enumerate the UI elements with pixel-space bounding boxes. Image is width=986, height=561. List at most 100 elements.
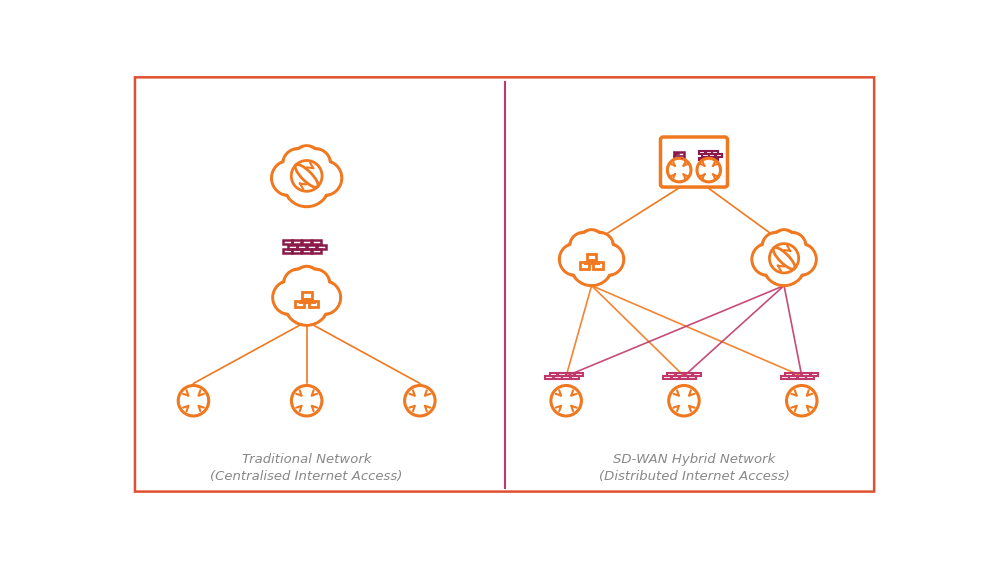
Bar bbox=[706, 158, 712, 160]
Bar bbox=[554, 376, 562, 379]
Circle shape bbox=[292, 385, 321, 416]
Circle shape bbox=[284, 150, 313, 178]
Bar bbox=[674, 151, 684, 160]
Bar bbox=[675, 373, 683, 376]
Bar bbox=[558, 373, 566, 376]
Circle shape bbox=[559, 243, 592, 275]
FancyBboxPatch shape bbox=[661, 137, 728, 187]
Circle shape bbox=[773, 231, 795, 254]
Bar bbox=[283, 241, 292, 244]
Circle shape bbox=[594, 245, 622, 274]
Circle shape bbox=[771, 229, 797, 255]
Circle shape bbox=[787, 385, 817, 416]
Bar bbox=[807, 376, 814, 379]
Bar bbox=[283, 249, 292, 253]
Circle shape bbox=[784, 243, 816, 275]
Circle shape bbox=[572, 245, 611, 284]
Circle shape bbox=[285, 271, 313, 298]
Bar bbox=[307, 245, 317, 249]
Bar bbox=[785, 373, 793, 376]
Bar bbox=[587, 254, 597, 260]
Bar bbox=[781, 376, 789, 379]
Bar bbox=[549, 373, 557, 376]
Bar bbox=[680, 376, 688, 379]
Circle shape bbox=[585, 232, 613, 261]
Circle shape bbox=[309, 162, 340, 194]
Circle shape bbox=[284, 160, 329, 206]
Circle shape bbox=[295, 268, 318, 291]
Bar bbox=[293, 241, 302, 244]
Circle shape bbox=[669, 385, 699, 416]
Circle shape bbox=[293, 146, 320, 173]
Circle shape bbox=[293, 266, 320, 293]
Bar bbox=[562, 376, 570, 379]
Circle shape bbox=[592, 243, 624, 275]
Text: (Centralised Internet Access): (Centralised Internet Access) bbox=[210, 470, 403, 482]
Circle shape bbox=[283, 269, 314, 300]
Circle shape bbox=[579, 229, 604, 255]
Circle shape bbox=[752, 243, 784, 275]
Bar bbox=[716, 154, 722, 157]
Bar bbox=[312, 241, 320, 244]
Bar bbox=[709, 154, 715, 157]
Bar bbox=[798, 376, 806, 379]
Circle shape bbox=[307, 160, 342, 196]
Bar bbox=[668, 373, 675, 376]
Bar bbox=[297, 245, 307, 249]
Bar bbox=[302, 249, 312, 253]
Bar bbox=[571, 376, 579, 379]
Bar bbox=[575, 373, 583, 376]
Bar bbox=[288, 245, 297, 249]
Circle shape bbox=[307, 280, 340, 315]
Bar bbox=[699, 158, 705, 160]
Circle shape bbox=[271, 160, 307, 196]
Bar bbox=[309, 301, 318, 307]
Circle shape bbox=[273, 162, 305, 194]
Circle shape bbox=[764, 234, 789, 259]
Bar bbox=[688, 376, 696, 379]
Circle shape bbox=[300, 149, 330, 180]
Bar bbox=[302, 241, 312, 244]
Bar bbox=[594, 262, 602, 269]
Circle shape bbox=[551, 385, 582, 416]
Text: Traditional Network: Traditional Network bbox=[242, 453, 372, 466]
Circle shape bbox=[274, 282, 305, 313]
Bar bbox=[712, 158, 719, 160]
Bar bbox=[566, 373, 574, 376]
Circle shape bbox=[300, 269, 330, 300]
Circle shape bbox=[301, 150, 329, 178]
Bar bbox=[664, 376, 670, 379]
Circle shape bbox=[571, 234, 597, 259]
Bar bbox=[684, 373, 692, 376]
Circle shape bbox=[404, 385, 435, 416]
Circle shape bbox=[762, 232, 791, 261]
Circle shape bbox=[697, 158, 721, 182]
Bar bbox=[545, 376, 553, 379]
Circle shape bbox=[570, 232, 599, 261]
Circle shape bbox=[779, 234, 805, 259]
Circle shape bbox=[581, 231, 602, 254]
Circle shape bbox=[668, 158, 691, 182]
Circle shape bbox=[777, 232, 807, 261]
Circle shape bbox=[764, 245, 804, 284]
Circle shape bbox=[681, 158, 682, 159]
Circle shape bbox=[295, 148, 318, 172]
Circle shape bbox=[284, 280, 329, 325]
Bar bbox=[312, 249, 320, 253]
Circle shape bbox=[286, 282, 327, 324]
Bar bbox=[794, 373, 802, 376]
Bar bbox=[317, 245, 325, 249]
Circle shape bbox=[570, 243, 612, 286]
Bar bbox=[693, 373, 701, 376]
Bar bbox=[802, 373, 810, 376]
Text: SD-WAN Hybrid Network: SD-WAN Hybrid Network bbox=[613, 453, 775, 466]
Bar bbox=[295, 301, 305, 307]
Circle shape bbox=[309, 282, 339, 313]
Circle shape bbox=[561, 245, 590, 274]
Bar bbox=[293, 249, 302, 253]
Text: (Distributed Internet Access): (Distributed Internet Access) bbox=[599, 470, 790, 482]
Circle shape bbox=[753, 245, 782, 274]
Bar bbox=[302, 292, 312, 298]
Bar bbox=[810, 373, 818, 376]
Bar bbox=[712, 151, 719, 154]
